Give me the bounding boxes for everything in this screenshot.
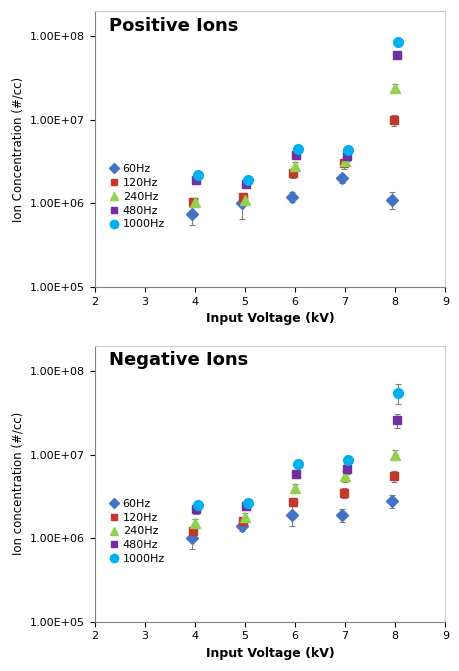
Legend: 60Hz, 120Hz, 240Hz, 480Hz, 1000Hz: 60Hz, 120Hz, 240Hz, 480Hz, 1000Hz <box>107 497 167 566</box>
X-axis label: Input Voltage (kV): Input Voltage (kV) <box>205 647 334 660</box>
Y-axis label: Ion Concentration (#/cc): Ion Concentration (#/cc) <box>11 76 24 221</box>
Y-axis label: Ion concentration (#/cc): Ion concentration (#/cc) <box>11 412 24 556</box>
X-axis label: Input Voltage (kV): Input Voltage (kV) <box>205 312 334 325</box>
Legend: 60Hz, 120Hz, 240Hz, 480Hz, 1000Hz: 60Hz, 120Hz, 240Hz, 480Hz, 1000Hz <box>107 162 167 231</box>
Text: Positive Ions: Positive Ions <box>108 17 237 35</box>
Text: Negative Ions: Negative Ions <box>108 352 247 370</box>
